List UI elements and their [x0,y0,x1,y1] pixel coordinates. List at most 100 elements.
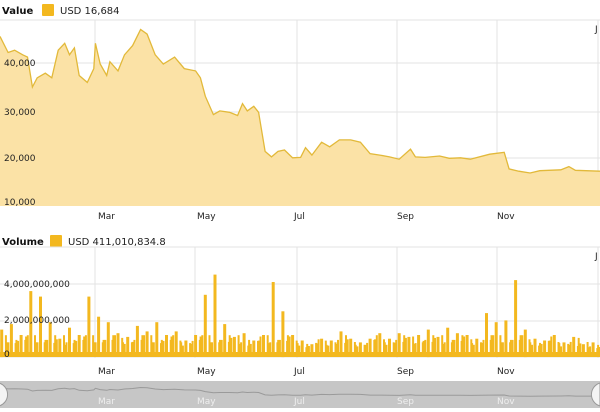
volume-bar [123,343,126,357]
value-legend-label: USD 16,684 [60,6,120,17]
volume-legend-swatch[interactable] [50,235,62,247]
volume-bar [511,339,514,357]
volume-bar [375,335,378,357]
volume-bar [101,342,104,357]
volume-bar [424,339,427,357]
navigator-track[interactable] [0,381,600,408]
volume-bar [165,335,168,357]
volume-bar [567,343,570,357]
volume-bar [19,335,23,357]
volume-bar [543,340,547,357]
volume-bar [562,342,566,357]
volume-bar [181,345,184,357]
volume-bar [111,339,114,357]
value-y-tick: 30,000 [4,108,36,118]
volume-bar [366,342,369,357]
volume-bar [39,296,42,357]
volume-bar [421,342,424,357]
volume-bar [528,339,531,357]
volume-bar [237,335,240,357]
value-x-tick: Jul [293,212,305,222]
value-legend-swatch[interactable] [42,4,54,16]
volume-y-axis: 0 2,000,000,000 4,000,000,000 [4,280,70,360]
volume-bar [378,333,382,357]
value-x-axis: Mar May Jul Sep Nov J [98,25,598,222]
navigator-tick: Jul [293,397,305,407]
value-area [0,29,600,206]
volume-bar [557,342,560,357]
volume-bar [55,339,58,357]
volume-bar [426,329,430,358]
navigator-tick: Mar [98,397,115,407]
volume-bar [269,342,272,357]
volume-bar [87,296,91,357]
volume-bar [92,335,95,357]
volume-bar [143,335,146,357]
volume-x-tick: May [197,367,216,377]
navigator-right-handle[interactable] [591,382,600,407]
volume-bar [346,339,349,357]
volume-bar [441,335,444,357]
volume-bar [453,339,456,357]
volume-bar [36,342,39,357]
volume-bar [385,344,388,357]
volume-bar [465,335,469,357]
volume-bar [434,337,436,357]
volume-bar [240,342,243,357]
volume-bar [266,335,269,357]
volume-bar [208,335,211,357]
volume-bar [472,344,475,357]
volume-bar [310,344,314,357]
volume-bar [174,331,178,357]
volume-bar [14,343,17,357]
volume-bar [291,335,295,357]
volume-bar [521,335,524,357]
volume-plot [0,274,600,358]
volume-panel-title: Volume [2,237,44,248]
volume-bar [150,335,153,357]
volume-bar [130,342,133,357]
volume-bar [281,311,285,358]
navigator-left-handle[interactable] [0,382,8,407]
range-navigator[interactable]: Mar May Jul Sep Nov [0,381,600,408]
value-y-tick: 10,000 [4,198,36,208]
volume-bar [298,345,301,357]
volume-bar [24,339,27,357]
volume-bar [84,335,87,357]
volume-bar [349,338,353,357]
volume-bar [133,339,136,357]
volume-x-tick: Mar [98,367,115,377]
volume-bar [307,346,310,357]
volume-bar [395,339,398,357]
volume-bar [404,337,407,357]
volume-bar [482,339,485,357]
volume-bar [356,346,359,357]
volume-bar [547,340,550,357]
volume-bar [184,340,188,357]
volume-bar [470,339,473,357]
volume-bar [581,344,585,357]
volume-bar [443,342,446,357]
volume-bar [320,338,324,357]
volume-bar [552,335,556,357]
volume-bar [179,340,182,357]
navigator-tick: Sep [397,397,414,407]
volume-bar [538,345,541,357]
volume-legend-label: USD 411,010,834.8 [68,237,166,248]
volume-bar [77,335,81,357]
volume-bar [82,339,85,357]
volume-bar [494,322,498,357]
volume-bar [220,339,223,357]
volume-bar [363,344,366,357]
volume-bar [75,340,78,357]
volume-bar [317,339,320,357]
volume-bar [201,335,204,357]
volume-bar [53,342,56,357]
volume-bar [155,322,159,357]
volume-bar [514,280,518,357]
value-x-tick: Nov [497,212,515,222]
volume-bar [262,335,265,357]
volume-bar [116,333,120,357]
value-line [0,28,600,174]
volume-x-axis: Mar May Jul Sep Nov J [98,252,598,377]
